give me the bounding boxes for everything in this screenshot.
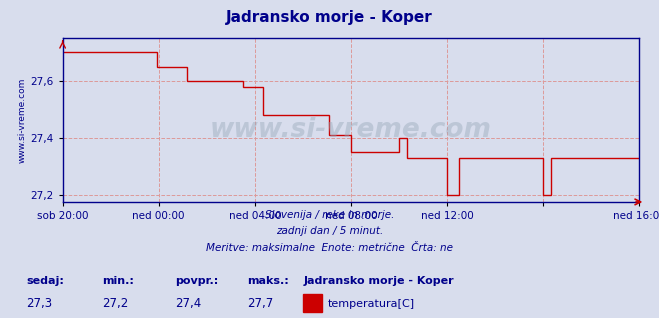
Text: sedaj:: sedaj: — [26, 276, 64, 287]
Text: 27,7: 27,7 — [247, 297, 273, 310]
Y-axis label: www.si-vreme.com: www.si-vreme.com — [17, 77, 26, 163]
Text: Meritve: maksimalne  Enote: metrične  Črta: ne: Meritve: maksimalne Enote: metrične Črta… — [206, 243, 453, 253]
Text: maks.:: maks.: — [247, 276, 289, 287]
Text: 27,4: 27,4 — [175, 297, 201, 310]
Text: 27,3: 27,3 — [26, 297, 53, 310]
Text: povpr.:: povpr.: — [175, 276, 218, 287]
Text: min.:: min.: — [102, 276, 134, 287]
Text: Jadransko morje - Koper: Jadransko morje - Koper — [226, 10, 433, 25]
Text: www.si-vreme.com: www.si-vreme.com — [210, 117, 492, 143]
Text: 27,2: 27,2 — [102, 297, 129, 310]
Text: temperatura[C]: temperatura[C] — [328, 299, 415, 309]
Text: zadnji dan / 5 minut.: zadnji dan / 5 minut. — [276, 226, 383, 236]
Text: Jadransko morje - Koper: Jadransko morje - Koper — [303, 276, 454, 287]
Text: Slovenija / reke in morje.: Slovenija / reke in morje. — [265, 210, 394, 220]
